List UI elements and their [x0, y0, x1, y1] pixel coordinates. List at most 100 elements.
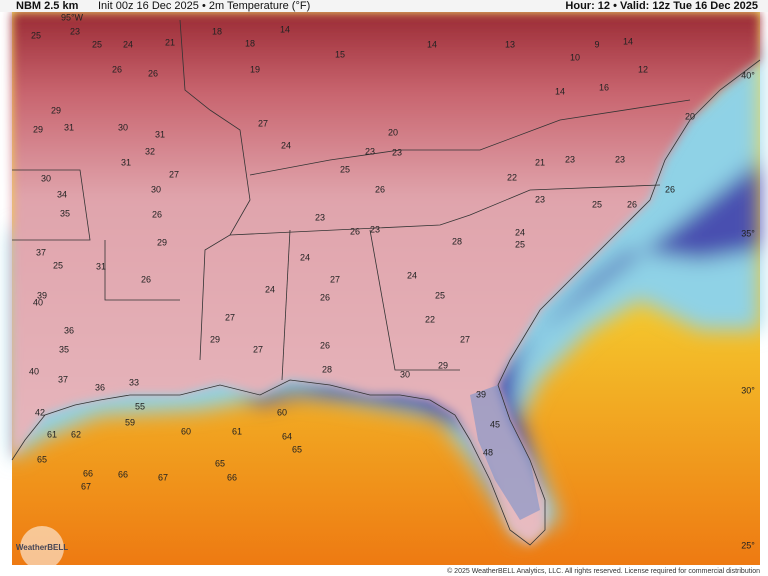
temperature-label: 27 [330, 274, 340, 284]
temperature-label: 26 [350, 226, 360, 236]
temperature-label: 45 [490, 419, 500, 429]
temperature-label: 25 [592, 199, 602, 209]
temperature-label: 31 [96, 261, 106, 271]
temperature-label: 30 [41, 173, 51, 183]
temperature-label: 27 [258, 118, 268, 128]
temperature-label: 23 [365, 146, 375, 156]
temperature-label: 31 [64, 122, 74, 132]
temperature-label: 25 [435, 290, 445, 300]
temperature-label: 60 [181, 426, 191, 436]
temperature-label: 23 [315, 212, 325, 222]
temperature-label: 33 [129, 377, 139, 387]
temperature-label: 14 [427, 39, 437, 49]
temperature-label: 65 [215, 458, 225, 468]
temperature-label: 67 [158, 472, 168, 482]
map-subtitle: Init 00z 16 Dec 2025 • 2m Temperature (°… [98, 0, 310, 12]
temperature-label: 28 [322, 364, 332, 374]
temperature-label: 23 [615, 154, 625, 164]
temperature-label: 39 [37, 290, 47, 300]
temperature-label: 29 [438, 360, 448, 370]
temperature-label: 26 [152, 209, 162, 219]
temperature-label: 14 [555, 86, 565, 96]
temperature-label: 48 [483, 447, 493, 457]
temperature-label: 36 [95, 382, 105, 392]
valid-time: Hour: 12 • Valid: 12z Tue 16 Dec 2025 [565, 0, 758, 12]
land [12, 12, 760, 545]
temperature-label: 25 [31, 30, 41, 40]
temperature-label: 37 [58, 374, 68, 384]
temperature-label: 23 [370, 224, 380, 234]
temperature-label: 40 [29, 366, 39, 376]
temperature-label: 35 [60, 208, 70, 218]
temperature-label: 18 [212, 26, 222, 36]
temperature-label: 61 [232, 426, 242, 436]
temperature-label: 40 [33, 297, 43, 307]
temperature-label: 26 [320, 292, 330, 302]
temperature-label: 10 [570, 52, 580, 62]
logo-badge [20, 526, 64, 570]
temperature-label: 64 [282, 431, 292, 441]
latitude-label: 35° [741, 228, 755, 238]
header-bar [0, 0, 768, 12]
florida-cool [470, 385, 540, 520]
temperature-label: 36 [64, 325, 74, 335]
temperature-label: 60 [277, 407, 287, 417]
temperature-label: 26 [375, 184, 385, 194]
temperature-label: 27 [169, 169, 179, 179]
logo: WeatherBELL [16, 543, 68, 552]
temperature-label: 24 [281, 140, 291, 150]
temperature-label: 59 [125, 417, 135, 427]
temperature-label: 12 [638, 64, 648, 74]
temperature-label: 20 [685, 111, 695, 121]
temperature-label: 25 [53, 260, 63, 270]
temperature-label: 66 [118, 469, 128, 479]
temperature-label: 37 [36, 247, 46, 257]
temperature-label: 24 [300, 252, 310, 262]
temperature-label: 23 [392, 147, 402, 157]
temperature-label: 30 [151, 184, 161, 194]
temperature-label: 23 [70, 26, 80, 36]
temperature-label: 30 [400, 369, 410, 379]
temperature-label: 27 [253, 344, 263, 354]
temperature-label: 30 [118, 122, 128, 132]
temperature-label: 65 [292, 444, 302, 454]
temperature-label: 26 [627, 199, 637, 209]
temperature-label: 29 [33, 124, 43, 134]
temperature-label: 22 [507, 172, 517, 182]
temperature-label: 34 [57, 189, 67, 199]
temperature-label: 21 [165, 37, 175, 47]
temperature-label: 65 [37, 454, 47, 464]
boundaries [11, 19, 761, 546]
copyright: © 2025 WeatherBELL Analytics, LLC. All r… [447, 567, 760, 575]
temperature-label: 22 [425, 314, 435, 324]
temperature-label: 39 [476, 389, 486, 399]
temperature-label: 27 [225, 312, 235, 322]
latitude-label: 40° [741, 70, 755, 80]
temperature-label: 26 [148, 68, 158, 78]
temperature-label: 18 [245, 38, 255, 48]
temperature-label: 42 [35, 407, 45, 417]
temperature-label: 21 [535, 157, 545, 167]
temperature-label: 66 [227, 472, 237, 482]
temperature-label: 55 [135, 401, 145, 411]
temperature-label: 31 [121, 157, 131, 167]
model-name: NBM 2.5 km [16, 0, 79, 12]
temperature-label: 31 [155, 129, 165, 139]
temperature-label: 29 [51, 105, 61, 115]
temperature-label: 26 [141, 274, 151, 284]
temperature-label: 62 [71, 429, 81, 439]
temperature-label: 28 [452, 236, 462, 246]
temperature-label: 20 [388, 127, 398, 137]
latitude-label: 30° [741, 385, 755, 395]
temperature-label: 25 [515, 239, 525, 249]
temperature-label: 9 [594, 39, 599, 49]
temperature-label: 24 [123, 39, 133, 49]
temperature-label: 61 [47, 429, 57, 439]
footer-bar [0, 565, 768, 576]
temperature-label: 26 [320, 340, 330, 350]
temperature-label: 35 [59, 344, 69, 354]
temperature-label: 14 [280, 24, 290, 34]
temperature-label: 14 [623, 36, 633, 46]
